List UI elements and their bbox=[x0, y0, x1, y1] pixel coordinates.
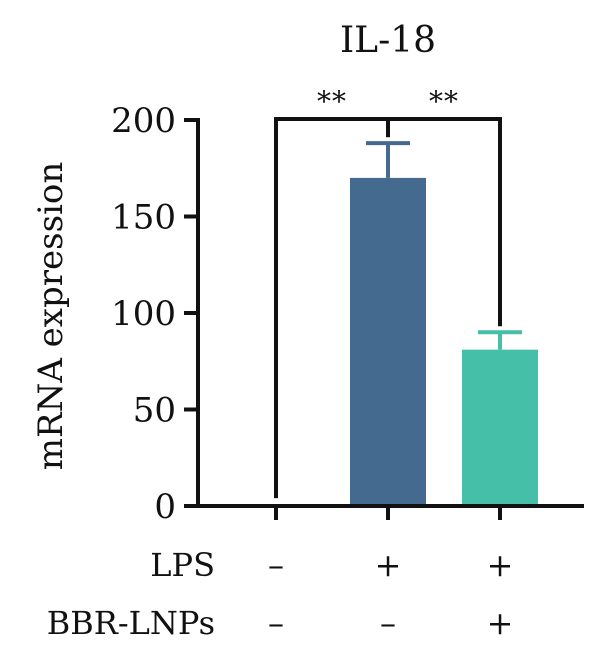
significance-label-2: ** bbox=[429, 85, 459, 118]
bars bbox=[238, 177, 538, 506]
significance-brackets: ** ** bbox=[274, 85, 502, 499]
error-bars bbox=[366, 141, 522, 350]
bar-3 bbox=[462, 349, 538, 506]
condition-label: LPS bbox=[150, 546, 215, 584]
condition-sign: – bbox=[268, 604, 284, 642]
condition-sign: + bbox=[487, 546, 514, 584]
y-tick-label: 150 bbox=[111, 198, 176, 238]
condition-table: LPS – + + BBR-LNPs – – + bbox=[47, 546, 514, 642]
y-tick-label: 200 bbox=[111, 101, 176, 141]
condition-label: BBR-LNPs bbox=[47, 604, 215, 642]
significance-bracket-2 bbox=[386, 117, 502, 327]
y-axis-label: mRNA expression bbox=[31, 162, 71, 471]
y-tick-label: 0 bbox=[154, 487, 176, 527]
chart-title: IL-18 bbox=[340, 20, 436, 61]
y-axis-ticks: 0 50 100 150 200 bbox=[111, 101, 198, 527]
condition-sign: – bbox=[380, 604, 396, 642]
y-tick-label: 50 bbox=[133, 391, 176, 431]
condition-sign: + bbox=[487, 604, 514, 642]
condition-sign: + bbox=[375, 546, 402, 584]
significance-label-1: ** bbox=[317, 85, 347, 118]
axes bbox=[196, 118, 584, 520]
bar-2 bbox=[350, 177, 426, 506]
y-tick-label: 100 bbox=[111, 294, 176, 334]
condition-sign: – bbox=[268, 546, 284, 584]
